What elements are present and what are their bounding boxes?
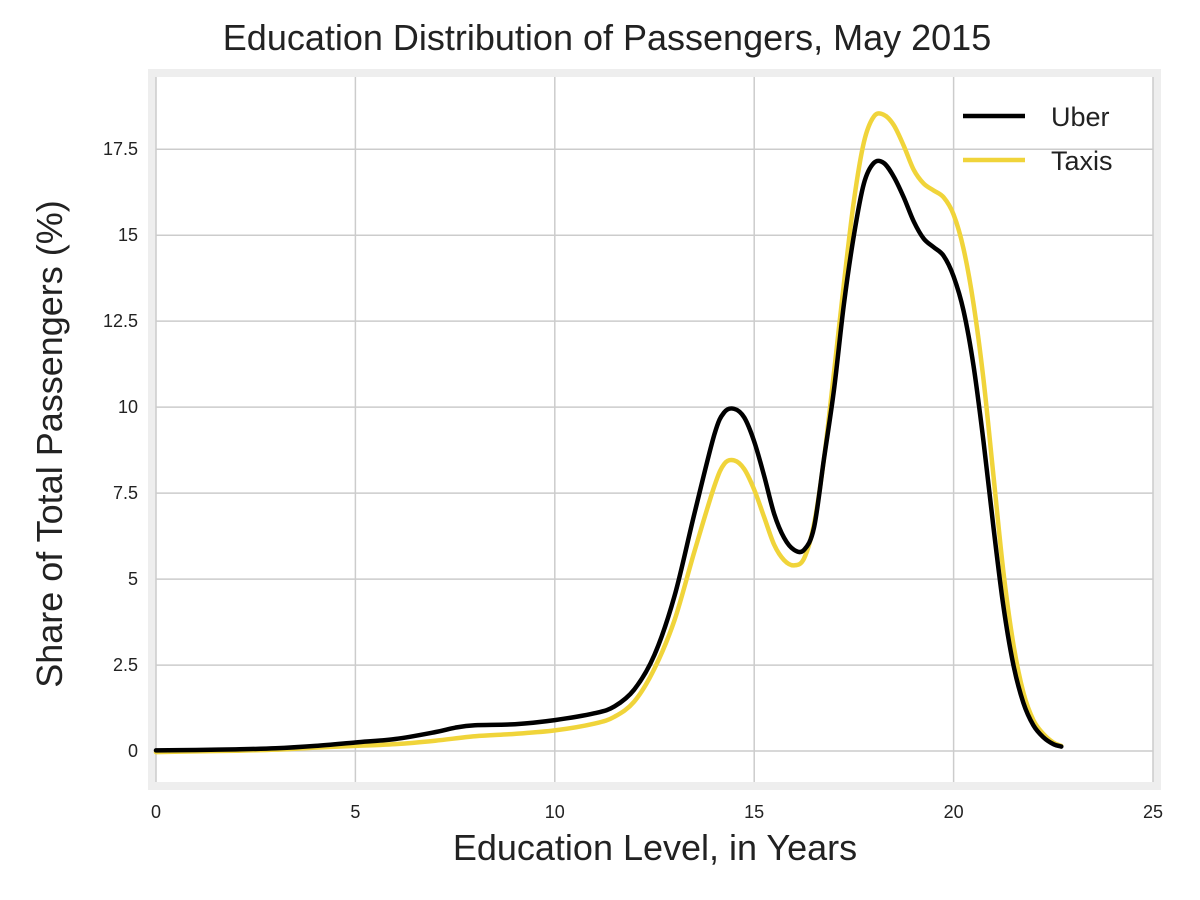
chart-title: Education Distribution of Passengers, Ma… bbox=[223, 17, 991, 58]
y-tick-label: 15 bbox=[118, 225, 138, 245]
plot-frame bbox=[148, 69, 1161, 790]
legend: Uber Taxis bbox=[963, 102, 1113, 176]
y-tick-label: 0 bbox=[128, 741, 138, 761]
y-tick-label: 7.5 bbox=[113, 483, 138, 503]
grid-layer bbox=[155, 77, 1154, 782]
legend-label-taxis: Taxis bbox=[1051, 146, 1113, 176]
x-tick-label: 20 bbox=[944, 802, 964, 822]
series-layer bbox=[153, 111, 1064, 755]
x-axis-label: Education Level, in Years bbox=[453, 827, 857, 868]
y-axis-label: Share of Total Passengers (%) bbox=[29, 200, 70, 688]
series-line-uber bbox=[153, 158, 1064, 753]
x-tick-label: 10 bbox=[545, 802, 565, 822]
y-tick-label: 17.5 bbox=[103, 139, 138, 159]
y-tick-label: 12.5 bbox=[103, 311, 138, 331]
tick-layer: 0 5 10 15 20 25 0 2.5 5 7.5 10 12.5 15 17.5 bbox=[103, 139, 1163, 822]
x-tick-label: 15 bbox=[744, 802, 764, 822]
y-tick-label: 2.5 bbox=[113, 655, 138, 675]
y-tick-label: 10 bbox=[118, 397, 138, 417]
y-tick-label: 5 bbox=[128, 569, 138, 589]
x-tick-label: 0 bbox=[151, 802, 161, 822]
x-tick-label: 5 bbox=[350, 802, 360, 822]
series-line-taxis bbox=[153, 111, 1064, 755]
legend-label-uber: Uber bbox=[1051, 102, 1110, 132]
x-tick-label: 25 bbox=[1143, 802, 1163, 822]
